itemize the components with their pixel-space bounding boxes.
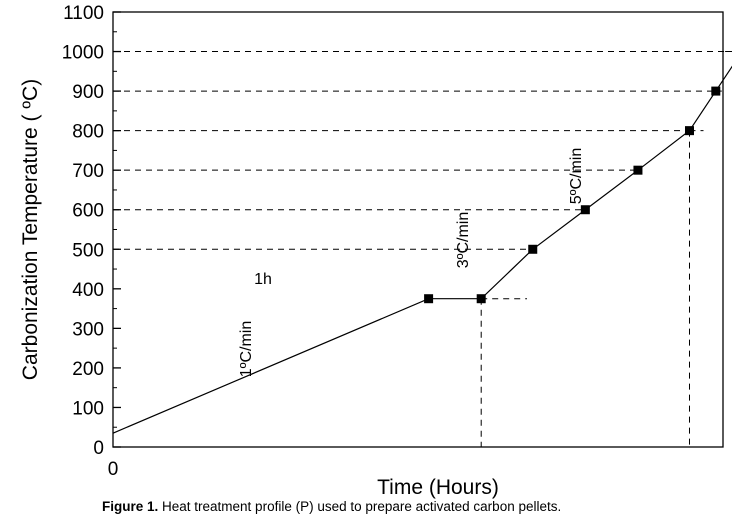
annotation-rate-3: 3ºC/min (455, 212, 472, 269)
data-point (684, 126, 694, 136)
series-line (112, 65, 732, 434)
y-tick-label: 100 (72, 398, 104, 419)
y-tick-label: 900 (72, 82, 104, 103)
y-tick-label: 1100 (63, 3, 104, 24)
x-axis-title: Time (Hours) (377, 476, 499, 499)
y-tick-label: 200 (72, 359, 104, 380)
data-point (580, 205, 590, 215)
y-tick-label: 300 (72, 319, 104, 340)
caption-text: Heat treatment profile (P) used to prepa… (158, 499, 562, 514)
y-tick-label: 0 (93, 438, 104, 459)
data-point (528, 244, 538, 254)
guide-lines (113, 51, 732, 447)
temperature-line (112, 65, 732, 434)
y-tick-label: 1000 (62, 43, 104, 64)
annotation-hold: 1h (254, 271, 272, 288)
figure-caption: Figure 1. Heat treatment profile (P) use… (102, 499, 561, 514)
y-tick-label: 800 (72, 122, 104, 143)
axes (112, 11, 724, 448)
data-markers (424, 86, 721, 304)
annotations: 1h 1ºC/min 3ºC/min 5ºC/min (238, 148, 585, 378)
annotation-rate-1: 1ºC/min (238, 321, 255, 378)
data-point (424, 294, 434, 304)
data-point (633, 165, 643, 175)
y-tick-label: 700 (72, 161, 104, 182)
y-tick-label: 600 (72, 201, 104, 222)
y-tick-label: 500 (72, 240, 104, 261)
annotation-rate-5: 5ºC/min (568, 148, 585, 205)
data-point (476, 294, 486, 304)
x-tick-label: 0 (108, 459, 119, 480)
y-axis-title: Carbonization Temperature ( ºC) (19, 79, 42, 380)
plot-frame (112, 11, 724, 448)
caption-label: Figure 1. (102, 499, 159, 514)
tick-labels: 0 100 200 300 400 500 600 700 800 900 1000 1100 0 Tim… (19, 3, 499, 499)
y-tick-label: 400 (72, 280, 104, 301)
data-point (711, 86, 721, 96)
